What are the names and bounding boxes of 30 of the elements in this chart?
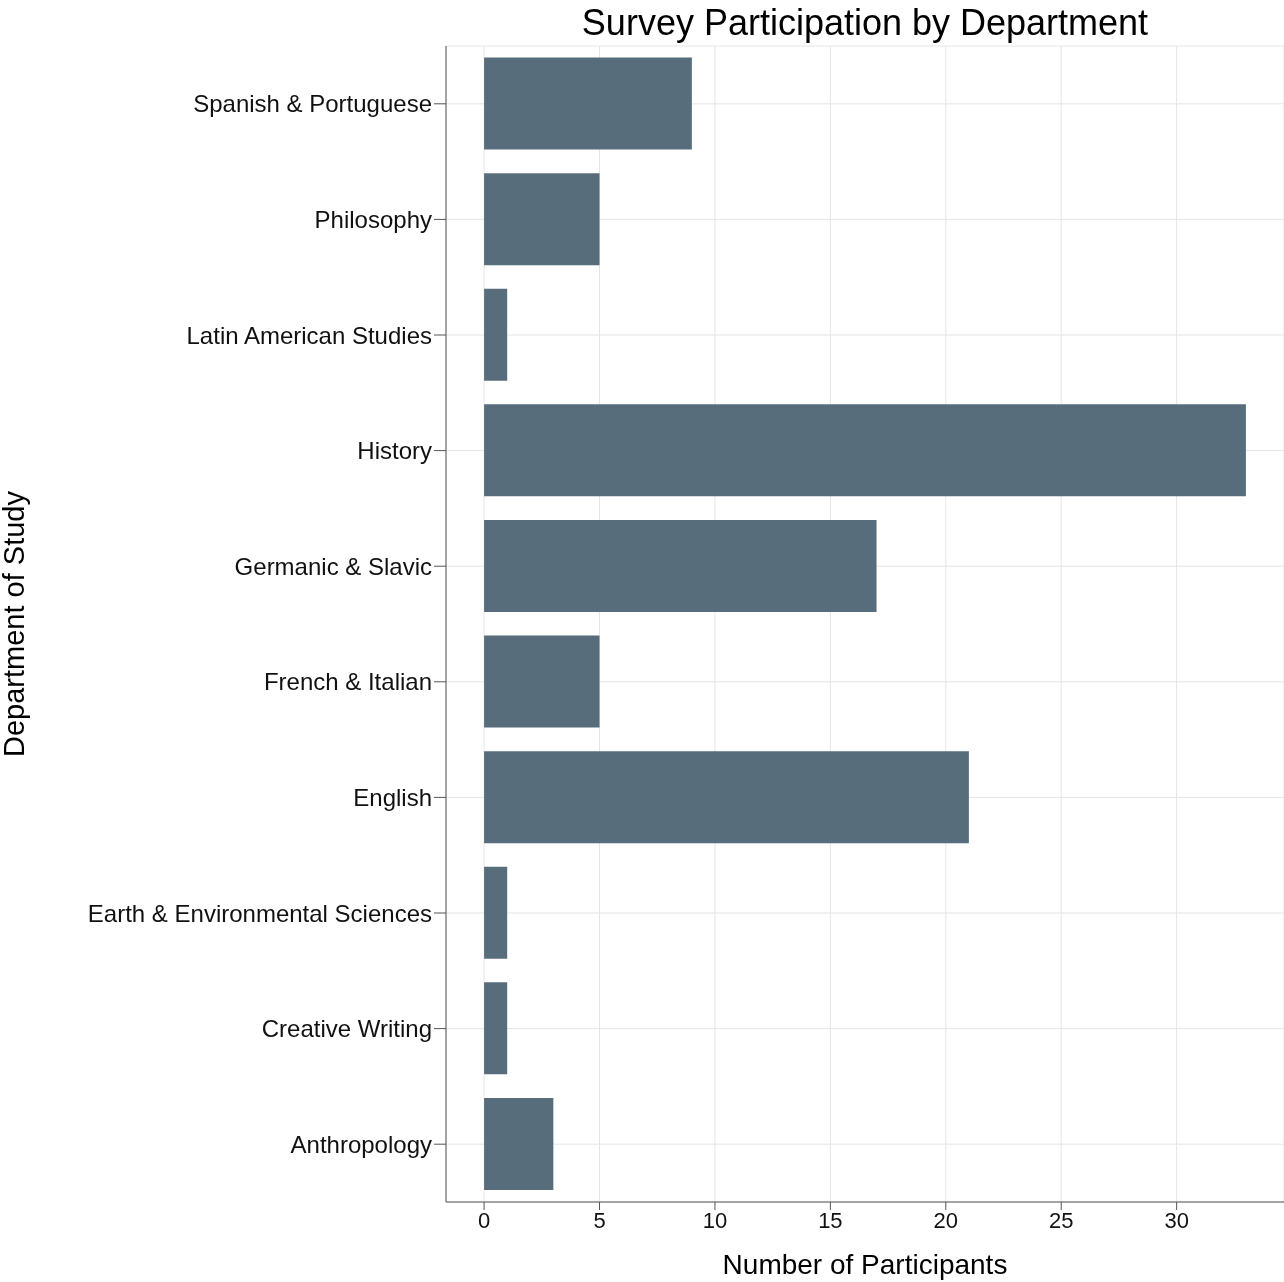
x-tick-label: 25: [1048, 1207, 1074, 1233]
bar: [484, 404, 1246, 497]
x-tick-label: 0: [477, 1207, 491, 1233]
y-tick-label: Germanic & Slavic: [234, 552, 432, 580]
bar: [484, 519, 877, 612]
x-axis-title: Number of Participants: [722, 1249, 1008, 1280]
chart-title: Survey Participation by Department: [580, 2, 1150, 44]
bar: [484, 635, 600, 728]
y-tick-label: Spanish & Portuguese: [193, 90, 432, 118]
y-tick-label: Earth & Environmental Sciences: [87, 899, 432, 927]
y-tick-label: Anthropology: [290, 1130, 432, 1158]
y-tick-label: History: [357, 437, 432, 465]
bar: [484, 866, 508, 959]
x-tick-label: 10: [702, 1207, 728, 1233]
bar: [484, 288, 508, 381]
y-axis-title: Department of Study: [0, 490, 31, 757]
x-tick-label: 20: [933, 1207, 959, 1233]
x-tick-label: 30: [1164, 1207, 1189, 1233]
y-tick-label: Philosophy: [314, 205, 432, 233]
bar: [484, 173, 600, 266]
bar: [484, 57, 692, 150]
y-tick-label: Creative Writing: [261, 1015, 432, 1043]
x-tick-label: 5: [593, 1207, 606, 1233]
bar: [484, 751, 969, 844]
y-tick-label: Latin American Studies: [186, 321, 432, 349]
bar: [484, 1097, 554, 1190]
y-tick-label: French & Italian: [263, 668, 432, 696]
y-tick-label: English: [353, 783, 432, 811]
x-tick-label: 15: [818, 1207, 843, 1233]
bar: [484, 982, 508, 1075]
